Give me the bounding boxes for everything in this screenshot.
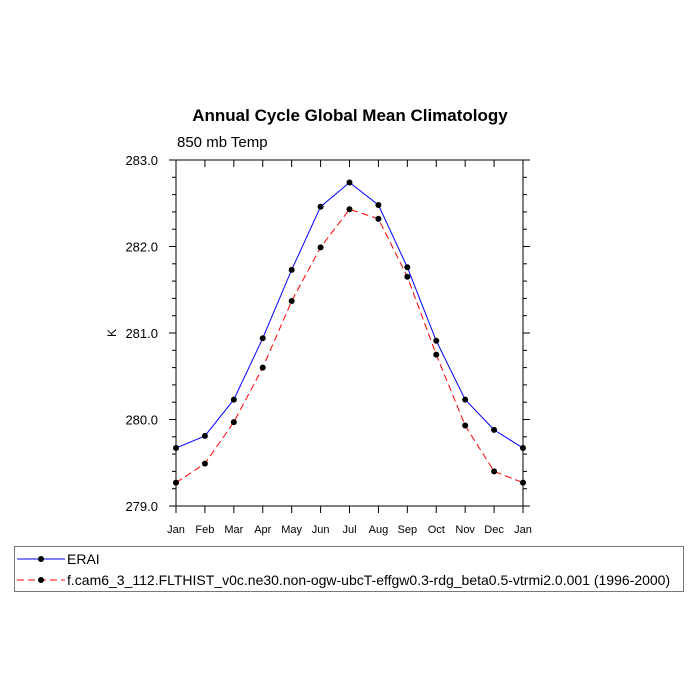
x-tick-label: Jan xyxy=(514,524,532,536)
x-tick-label: Feb xyxy=(195,524,214,536)
data-point-model xyxy=(230,419,237,426)
data-point-erai xyxy=(173,445,179,452)
series-layer xyxy=(173,179,526,486)
y-tick-label: 280.0 xyxy=(125,413,158,428)
data-point-model xyxy=(317,244,324,251)
y-tick-labels: 279.0 280.0 281.0 282.0 283.0 xyxy=(125,153,158,514)
data-point-model xyxy=(520,479,526,486)
legend-marker-model xyxy=(38,577,44,583)
data-point-model xyxy=(375,215,382,222)
data-point-model xyxy=(288,297,295,304)
x-tick-label: Jun xyxy=(312,524,330,536)
data-point-erai xyxy=(462,396,469,403)
y-axis-label: K xyxy=(105,329,119,337)
legend-swatch-model xyxy=(17,577,65,583)
data-point-model xyxy=(259,364,266,371)
legend-marker-erai xyxy=(38,556,44,562)
data-point-model xyxy=(173,479,179,486)
legend-label-model: f.cam6_3_112.FLTHIST_v0c.ne30.non-ogw-ub… xyxy=(67,572,671,588)
data-point-model xyxy=(491,468,498,475)
legend-entry-erai: ERAI xyxy=(15,549,683,569)
y-tick-label: 279.0 xyxy=(125,499,158,514)
data-point-model xyxy=(346,206,353,213)
x-tick-label: Oct xyxy=(428,524,445,536)
x-tick-label: Nov xyxy=(455,524,475,536)
x-tick-label: Apr xyxy=(254,524,271,536)
chart-subtitle: 850 mb Temp xyxy=(177,134,268,151)
y-tick-label: 283.0 xyxy=(125,153,158,168)
x-tick-label: May xyxy=(281,524,302,536)
data-point-erai xyxy=(230,396,237,403)
chart: Annual Cycle Global Mean Climatology 850… xyxy=(105,106,532,536)
data-point-erai xyxy=(288,266,295,273)
legend-entry-model: f.cam6_3_112.FLTHIST_v0c.ne30.non-ogw-ub… xyxy=(15,570,683,590)
x-tick-label: Dec xyxy=(484,524,504,536)
data-point-model xyxy=(404,273,411,280)
data-point-model xyxy=(201,460,208,467)
x-tick-labels: Jan Feb Mar Apr May Jun Jul Aug Sep Oct Nov Dec Jan xyxy=(167,524,532,536)
data-point-erai xyxy=(317,203,324,210)
legend-swatch-erai xyxy=(17,556,65,562)
data-point-erai xyxy=(520,445,526,452)
data-point-erai xyxy=(259,335,266,342)
legend-label-erai: ERAI xyxy=(67,551,100,567)
x-tick-label: Jul xyxy=(342,524,356,536)
data-point-model xyxy=(433,351,440,358)
data-point-erai xyxy=(375,201,382,208)
axis-ticks xyxy=(169,159,530,513)
series-line-model xyxy=(175,208,524,484)
data-point-model xyxy=(462,422,469,429)
data-point-erai xyxy=(346,179,353,186)
data-point-erai xyxy=(201,432,208,439)
x-tick-label: Jan xyxy=(167,524,185,536)
legend: ERAI f.cam6_3_112.FLTHIST_v0c.ne30.non-o… xyxy=(14,546,684,592)
chart-title: Annual Cycle Global Mean Climatology xyxy=(192,106,508,125)
x-tick-label: Aug xyxy=(369,524,389,536)
x-tick-label: Mar xyxy=(224,524,243,536)
y-tick-label: 281.0 xyxy=(125,326,158,341)
series-line-erai xyxy=(175,181,524,449)
y-tick-label: 282.0 xyxy=(125,240,158,255)
data-point-erai xyxy=(491,426,498,433)
data-point-erai xyxy=(404,264,411,271)
x-tick-label: Sep xyxy=(398,524,418,536)
data-point-erai xyxy=(433,337,440,344)
